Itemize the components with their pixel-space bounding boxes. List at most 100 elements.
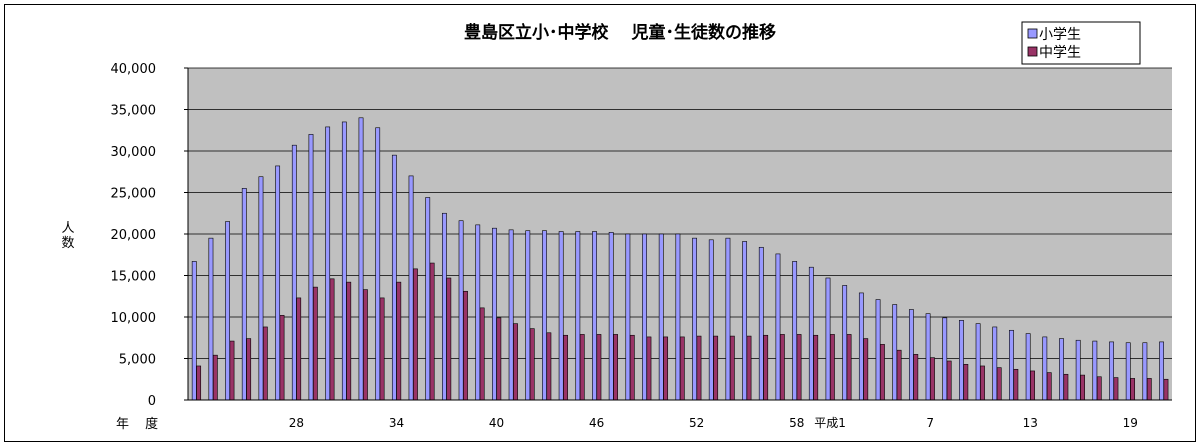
bar-elementary <box>608 232 614 401</box>
x-tick-label: 13 <box>1023 416 1038 430</box>
bar-elementary <box>925 313 931 401</box>
bar-elementary <box>858 292 864 401</box>
bar-junior-high <box>880 344 885 401</box>
bar-elementary <box>642 233 647 401</box>
y-axis-ticks: 0 5,000 10,000 15,000 20,000 25,000 30,000 35,0… <box>111 62 188 409</box>
bar-elementary <box>742 241 748 401</box>
bar-elementary <box>625 233 631 401</box>
bar-elementary <box>191 261 197 401</box>
bar-elementary <box>308 134 314 401</box>
bar-junior-high <box>679 336 685 401</box>
bar-junior-high <box>646 336 652 401</box>
y-tick-label: 40,000 <box>111 62 157 77</box>
bar-junior-high <box>496 317 502 401</box>
bar-junior-high <box>279 315 285 401</box>
bar-junior-high <box>463 290 468 401</box>
bar-junior-high <box>379 297 385 401</box>
bar-elementary <box>658 233 664 401</box>
x-tick-label: 19 <box>1123 416 1138 430</box>
bar-elementary <box>1142 342 1148 401</box>
bar-elementary <box>1159 341 1164 401</box>
bar-junior-high <box>1146 378 1152 401</box>
bar-junior-high <box>696 335 702 401</box>
y-tick-label: 25,000 <box>111 187 157 202</box>
bar-junior-high <box>1063 373 1069 401</box>
bar-junior-high <box>579 334 585 401</box>
bar-junior-high <box>346 281 352 401</box>
bar-junior-high <box>1013 368 1019 401</box>
bar-elementary <box>525 230 531 401</box>
bar-junior-high <box>1096 376 1102 401</box>
y-tick-label: 15,000 <box>111 270 157 285</box>
bar-elementary <box>225 221 230 401</box>
bar-junior-high <box>196 365 202 401</box>
bar-elementary <box>875 299 881 401</box>
bar-elementary <box>275 165 281 401</box>
bar-elementary <box>358 117 364 401</box>
bar-elementary <box>892 304 898 401</box>
bar-junior-high <box>713 335 719 401</box>
y-axis-label: 人数 <box>61 221 74 251</box>
bar-elementary <box>458 220 464 401</box>
bar-elementary <box>725 237 731 401</box>
bar-elementary <box>1075 339 1081 401</box>
bar-junior-high <box>546 332 552 401</box>
bar-junior-high <box>896 349 902 401</box>
bar-junior-high <box>246 338 252 401</box>
bar-elementary <box>492 227 497 401</box>
bar-elementary <box>375 127 381 401</box>
bar-junior-high <box>563 334 568 401</box>
bar-junior-high <box>363 289 368 401</box>
bar-elementary <box>442 212 447 401</box>
bar-junior-high <box>529 328 535 401</box>
x-tick-label: 40 <box>489 416 504 430</box>
bar-junior-high <box>596 334 602 401</box>
bar-elementary <box>1042 336 1048 401</box>
y-tick-label: 0 <box>148 394 156 409</box>
bar-junior-high <box>613 334 618 401</box>
y-tick-label: 10,000 <box>111 311 157 326</box>
bar-elementary <box>558 231 564 401</box>
bar-junior-high <box>746 335 752 401</box>
bars <box>191 117 1169 401</box>
bar-junior-high <box>796 334 802 401</box>
y-axis-label-char: 人 <box>61 221 74 236</box>
y-axis-label-char: 数 <box>61 236 74 251</box>
bar-junior-high <box>813 334 819 401</box>
bar-elementary <box>825 277 831 401</box>
bar-elementary <box>1059 338 1064 401</box>
x-axis-label: 年 度 <box>116 416 164 432</box>
bar-junior-high <box>1163 378 1169 401</box>
bar-elementary <box>208 237 214 401</box>
bar-elementary <box>775 253 781 401</box>
x-tick-label: 28 <box>289 416 304 430</box>
chart-title: 豊島区立小･中学校 児童･生徒数の推移 <box>464 22 776 43</box>
bar-elementary <box>291 144 297 401</box>
bar-junior-high <box>1046 372 1052 401</box>
bar-junior-high <box>1130 378 1136 401</box>
x-tick-label: 46 <box>589 416 604 430</box>
x-tick-label: 平成1 <box>814 416 846 430</box>
y-tick-label: 20,000 <box>111 228 157 243</box>
bar-junior-high <box>312 286 318 401</box>
bar-elementary <box>975 323 981 401</box>
y-tick-label: 35,000 <box>111 104 157 119</box>
bar-junior-high <box>429 262 435 401</box>
bar-junior-high <box>846 334 852 401</box>
bar-junior-high <box>329 278 335 401</box>
bar-junior-high <box>262 326 268 401</box>
bar-junior-high <box>980 365 985 401</box>
bar-junior-high <box>396 281 402 401</box>
y-tick-label: 5,000 <box>119 353 156 368</box>
bar-elementary <box>808 266 814 401</box>
bar-elementary <box>1009 329 1014 401</box>
x-tick-label: 7 <box>926 416 934 430</box>
bar-elementary <box>425 197 431 401</box>
bar-elementary <box>1125 342 1131 401</box>
legend-label: 小学生 <box>1039 27 1081 43</box>
legend-swatch <box>1027 46 1038 57</box>
bar-elementary <box>241 188 247 401</box>
x-tick-label: 52 <box>689 416 704 430</box>
bar-junior-high <box>996 367 1002 401</box>
